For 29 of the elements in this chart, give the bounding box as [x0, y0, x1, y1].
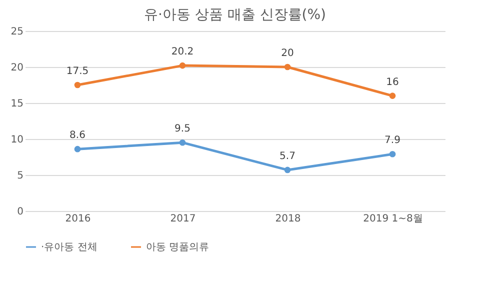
- y-tick-label: 20: [10, 62, 24, 74]
- point: [284, 64, 291, 70]
- x-tick-label: 2018: [275, 214, 301, 224]
- x-tick-label: 2016: [65, 214, 91, 224]
- data-label: 5.7: [280, 150, 296, 162]
- y-tick-label: 0: [17, 206, 24, 218]
- point: [179, 139, 186, 146]
- y-tick-label: 15: [10, 98, 24, 110]
- y-tick-label: 25: [10, 26, 24, 38]
- point: [389, 92, 396, 99]
- x-tick-label: 2017: [170, 214, 196, 224]
- data-label: 16: [386, 76, 399, 88]
- data-label: 9.5: [174, 124, 190, 135]
- data-label: 7.9: [384, 135, 400, 146]
- data-label: 8.6: [70, 130, 86, 142]
- legend-label: 아동 명품의류: [146, 242, 210, 253]
- point: [284, 166, 291, 174]
- point: [74, 146, 81, 152]
- data-label: 17.5: [66, 66, 89, 77]
- point: [74, 82, 81, 88]
- point: [179, 62, 186, 69]
- point: [389, 150, 396, 158]
- data-label: 20.2: [171, 46, 194, 58]
- data-label: 20: [281, 48, 294, 59]
- y-tick-label: 10: [10, 134, 24, 146]
- chart-title: 유·아동 상품 매출 신장률(%): [144, 7, 326, 23]
- x-tick-label: 2019 1~8월: [363, 214, 423, 224]
- y-tick-label: 5: [17, 170, 24, 182]
- legend-label: ·유아동 전체: [41, 242, 98, 253]
